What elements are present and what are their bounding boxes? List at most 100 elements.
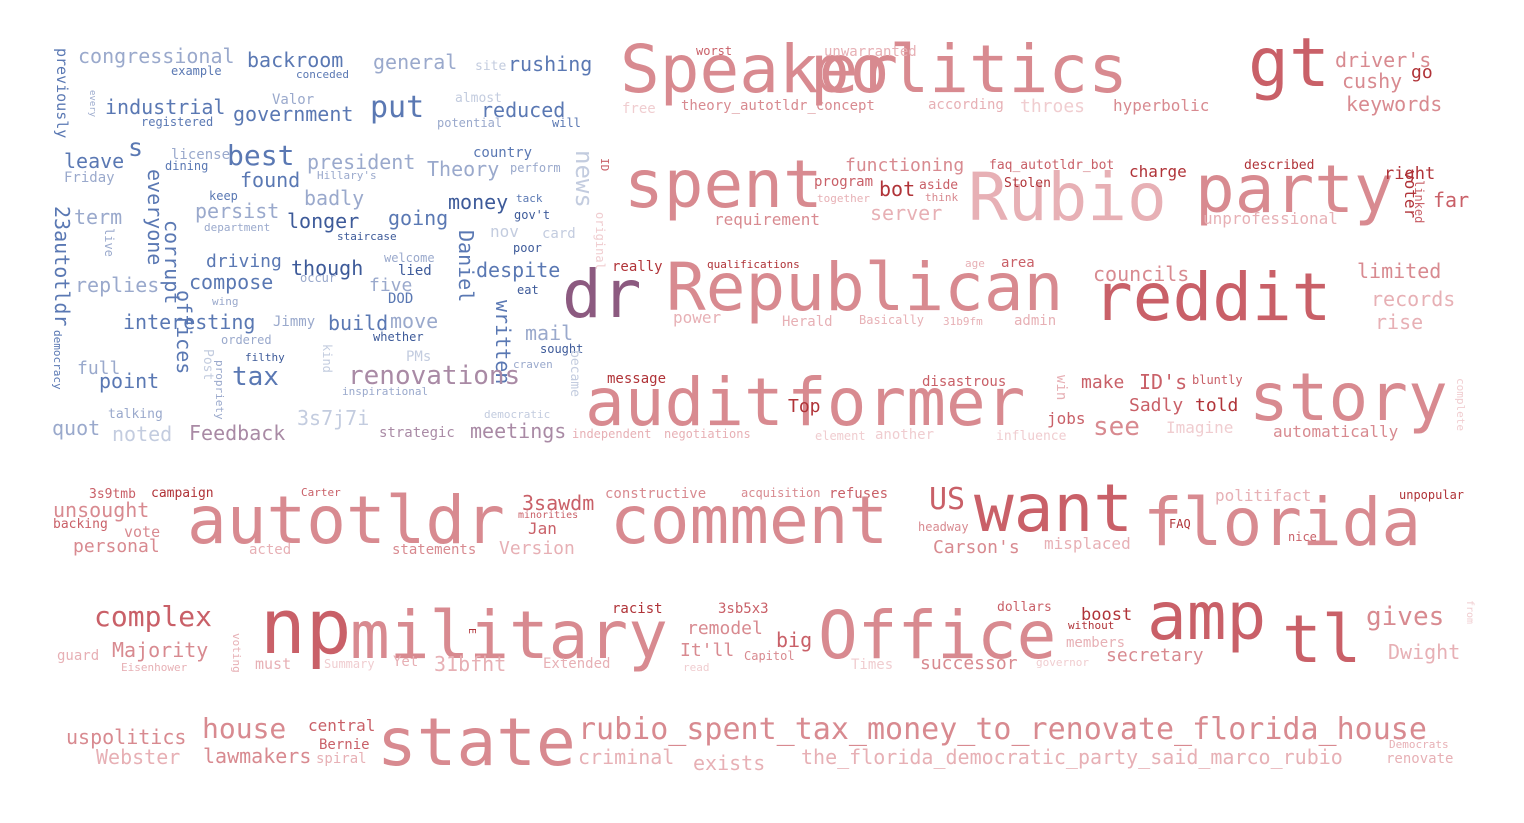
cloud-word: democracy — [51, 330, 64, 390]
cloud-word: renovate — [1386, 751, 1454, 767]
cloud-word: kind — [320, 344, 334, 373]
cloud-word: Hillary's — [317, 169, 377, 182]
cloud-word: together — [817, 192, 870, 205]
cloud-word: driving — [206, 251, 282, 272]
cloud-word: reduced — [481, 98, 566, 122]
cloud-word: secretary — [1106, 645, 1204, 666]
cloud-word: 3s9tmb — [89, 487, 136, 502]
cloud-word: keep — [209, 189, 238, 203]
cloud-word: constructive — [605, 486, 707, 502]
cloud-word: jobs — [1047, 409, 1086, 428]
cloud-word: np — [260, 582, 352, 671]
cloud-word: ID's — [1139, 370, 1188, 394]
cloud-word: governor — [1036, 656, 1089, 669]
cloud-word: 23autotldr — [50, 206, 74, 327]
cloud-word: US — [929, 482, 966, 517]
cloud-word: want — [974, 470, 1133, 547]
cloud-word: badly — [304, 186, 365, 210]
cloud-word: occur — [300, 271, 337, 285]
cloud-word: registered — [141, 115, 214, 129]
cloud-word: spent — [624, 146, 823, 223]
cloud-word: make — [1081, 372, 1125, 393]
cloud-word: Imagine — [1166, 418, 1234, 437]
cloud-word: free — [622, 101, 656, 117]
cloud-word: unsought — [53, 498, 150, 522]
cloud-word: Valor — [272, 92, 315, 108]
cloud-word: records — [1371, 287, 1456, 311]
cloud-word: Democrats — [1389, 738, 1449, 751]
cloud-word: whether — [373, 330, 424, 344]
cloud-word: propriety — [213, 360, 226, 420]
cloud-word: news — [570, 150, 598, 208]
cloud-word: craven — [513, 358, 553, 371]
cloud-word: congressional — [78, 44, 235, 68]
cloud-word: noted — [112, 422, 173, 446]
cloud-word: quot — [52, 416, 101, 440]
cloud-word: acted — [249, 542, 292, 558]
cloud-word: put — [370, 90, 425, 125]
cloud-word: qualifications — [707, 258, 800, 271]
cloud-word: found — [240, 168, 301, 192]
cloud-word: poor — [513, 241, 542, 255]
cloud-word: lawmakers — [203, 744, 312, 768]
cloud-word: Rubio — [968, 159, 1167, 236]
cloud-word: voting — [230, 633, 243, 673]
cloud-word: nov — [490, 222, 519, 241]
cloud-word: according — [928, 97, 1004, 113]
cloud-word: win — [1053, 375, 1069, 401]
cloud-word: Majority — [112, 638, 209, 662]
cloud-word: area — [1001, 255, 1035, 271]
cloud-word: tack — [516, 192, 543, 205]
cloud-word: 3sawdm — [522, 491, 595, 515]
cloud-word: eat — [517, 283, 539, 297]
cloud-word: automatically — [1273, 422, 1399, 441]
cloud-word: ordered — [221, 333, 272, 347]
cloud-word: bot — [879, 177, 916, 201]
cloud-word: Capitol — [744, 649, 795, 663]
cloud-word: interesting — [123, 310, 256, 334]
cloud-word: element — [815, 429, 866, 443]
cloud-word: lied — [398, 263, 432, 279]
cloud-word: 31b9fm — [943, 315, 983, 328]
cloud-word: racist — [612, 601, 663, 617]
cloud-word: party — [1195, 151, 1394, 228]
cloud-word: requirement — [714, 210, 820, 229]
cloud-word: Herald — [782, 314, 833, 330]
cloud-word: conceded — [296, 68, 349, 81]
cloud-word: unwarranted — [824, 44, 917, 60]
cloud-word: throes — [1020, 96, 1086, 117]
cloud-word: going — [388, 206, 449, 230]
cloud-word: house — [202, 712, 287, 745]
cloud-word: persist — [195, 199, 280, 223]
cloud-word: right — [1384, 164, 1436, 184]
cloud-word: government — [233, 102, 354, 126]
cloud-word: despite — [476, 258, 561, 282]
cloud-word: license — [171, 147, 231, 163]
cloud-word: read — [683, 661, 710, 674]
cloud-word: Feedback — [189, 421, 286, 445]
cloud-word: Extended — [543, 656, 611, 672]
cloud-word: keywords — [1346, 92, 1443, 116]
cloud-word: 3sb5x3 — [718, 601, 769, 617]
cloud-word: Webster — [96, 745, 181, 769]
cloud-word: backroom — [247, 48, 344, 72]
cloud-word: age — [965, 257, 985, 270]
cloud-word: wing — [212, 295, 239, 308]
cloud-word: described — [1244, 158, 1315, 173]
cloud-word: military — [350, 597, 668, 674]
cloud-word: tl — [1282, 601, 1362, 678]
cloud-word: general — [373, 50, 458, 74]
cloud-word: guard — [57, 648, 100, 664]
cloud-word: site — [475, 59, 507, 74]
cloud-word: story — [1249, 359, 1448, 436]
cloud-word: message — [607, 371, 667, 387]
cloud-word: country — [473, 145, 533, 161]
cloud-word: linked — [1412, 180, 1426, 224]
cloud-word: spiral — [316, 751, 367, 767]
cloud-word: point — [99, 369, 160, 393]
cloud-word: complete — [1454, 378, 1467, 431]
cloud-word: strategic — [379, 425, 455, 441]
cloud-word: bluntly — [1192, 373, 1243, 387]
cloud-word: dr — [562, 256, 642, 333]
